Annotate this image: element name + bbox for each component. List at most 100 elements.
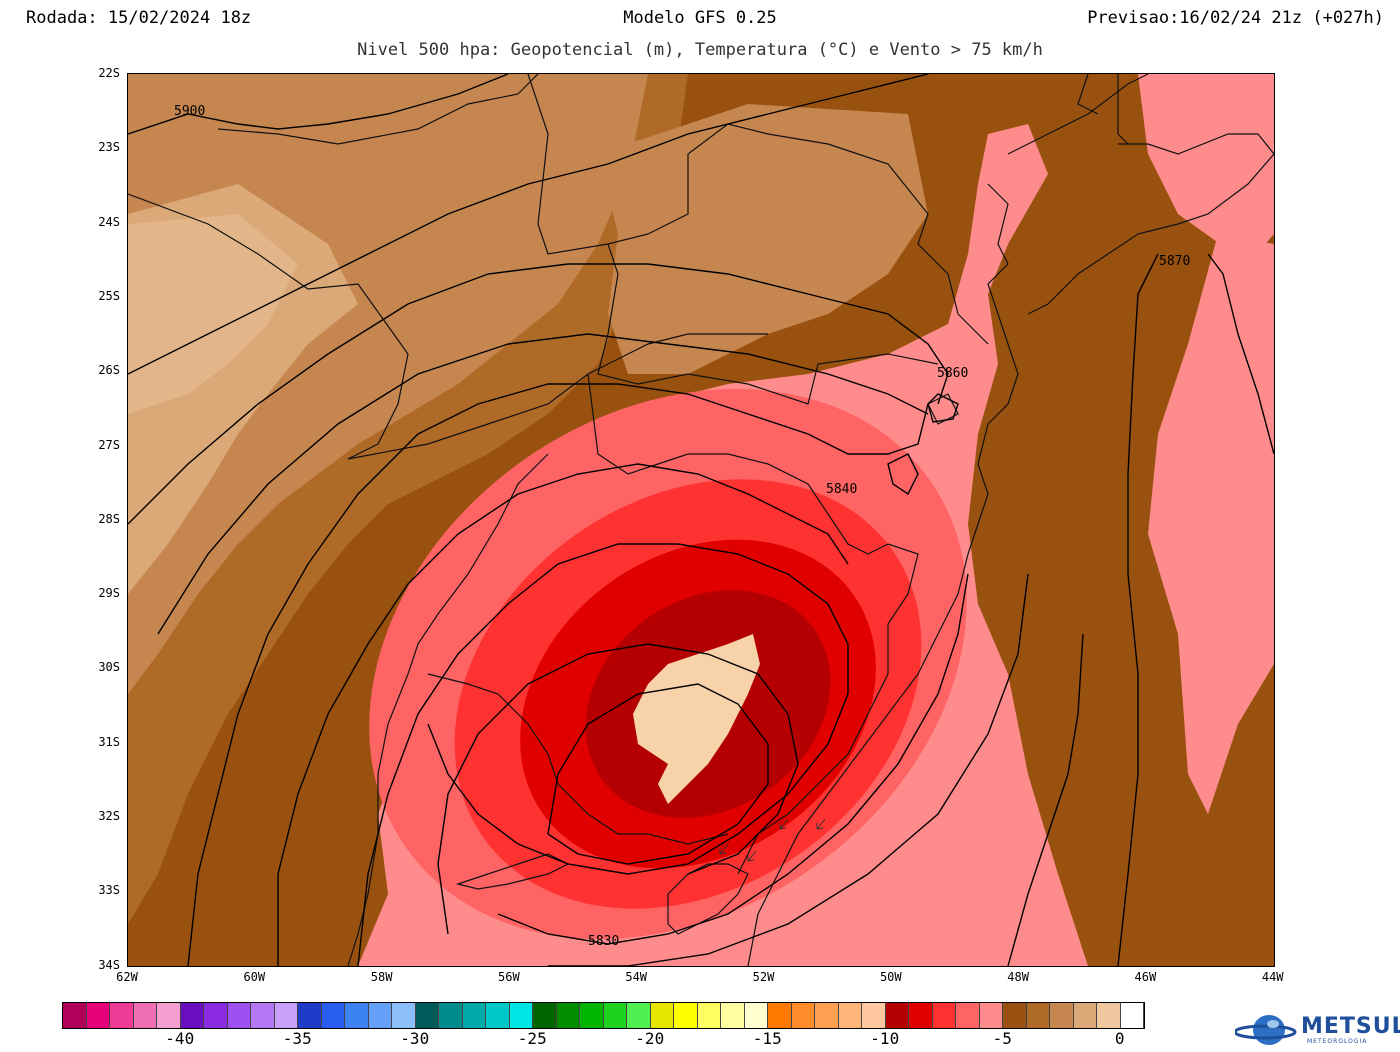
colorbar-swatch xyxy=(368,1003,392,1028)
lon-label: 58W xyxy=(370,970,393,984)
lon-label: 56W xyxy=(498,970,520,984)
colorbar-swatch xyxy=(1003,1003,1027,1028)
lat-label: 31S xyxy=(98,734,120,749)
lat-label: 34S xyxy=(98,957,120,972)
colorbar-swatch xyxy=(251,1003,275,1028)
logo-name: METSUL xyxy=(1301,1014,1400,1039)
colorbar-swatch xyxy=(509,1003,533,1028)
lat-label: 24S xyxy=(98,214,120,229)
lat-label: 25S xyxy=(98,288,120,303)
lon-label: 62W xyxy=(116,970,138,984)
lat-label: 28S xyxy=(98,511,120,526)
colorbar-swatch xyxy=(862,1003,886,1028)
shade-cool-e xyxy=(1148,234,1274,814)
weather-map: 5900 5870 5860 5840 5830 xyxy=(127,73,1275,967)
lon-label: 54W xyxy=(625,970,648,984)
lon-label: 48W xyxy=(1007,970,1029,984)
lat-label: 29S xyxy=(98,586,120,601)
colorbar-swatch xyxy=(274,1003,298,1028)
colorbar-swatch xyxy=(1097,1003,1121,1028)
colorbar-label: -15 xyxy=(752,1029,782,1048)
lat-label: 30S xyxy=(98,660,120,675)
colorbar-swatch xyxy=(63,1003,87,1028)
colorbar-swatch xyxy=(110,1003,134,1028)
lat-label: 22S xyxy=(98,66,120,80)
colorbar-swatch xyxy=(180,1003,204,1028)
run-label: Rodada: 15/02/2024 18z xyxy=(26,8,252,28)
colorbar-swatch xyxy=(227,1003,251,1028)
model-label: Modelo GFS 0.25 xyxy=(623,8,777,28)
shade-warm-4 xyxy=(128,214,298,414)
colorbar-swatch xyxy=(603,1003,627,1028)
wind-arrows xyxy=(719,818,826,862)
colorbar-swatch xyxy=(204,1003,228,1028)
colorbar-swatch xyxy=(345,1003,369,1028)
lat-label: 23S xyxy=(98,140,120,155)
shade-cool-ne xyxy=(1138,74,1274,264)
colorbar-swatch xyxy=(486,1003,510,1028)
colorbar-label: -5 xyxy=(992,1029,1012,1048)
colorbar-swatch xyxy=(580,1003,604,1028)
colorbar-swatch xyxy=(909,1003,933,1028)
colorbar-swatch xyxy=(556,1003,580,1028)
geopotential-contours xyxy=(128,74,1274,966)
lon-label: 50W xyxy=(879,970,902,984)
lat-label: 32S xyxy=(98,809,120,823)
colorbar-swatch xyxy=(392,1003,416,1028)
colorbar-label: -20 xyxy=(635,1029,665,1048)
map-canvas xyxy=(128,74,1274,966)
colorbar-label: -10 xyxy=(870,1029,900,1048)
shade-cold-core xyxy=(633,634,760,804)
colorbar-swatch xyxy=(815,1003,839,1028)
colorbar-swatch xyxy=(321,1003,345,1028)
colorbar-swatch xyxy=(956,1003,980,1028)
colorbar-swatch xyxy=(157,1003,181,1028)
temperature-colorbar xyxy=(62,1002,1145,1029)
colorbar-swatch xyxy=(744,1003,768,1028)
colorbar-label: -30 xyxy=(400,1029,430,1048)
metsul-logo: METSUL METEOROLOGIA xyxy=(1233,1010,1400,1050)
colorbar-swatch xyxy=(415,1003,439,1028)
colorbar-swatch xyxy=(697,1003,721,1028)
shade-warm-5 xyxy=(148,104,388,194)
contour-label-5860: 5860 xyxy=(937,366,969,381)
colorbar-swatch xyxy=(439,1003,463,1028)
colorbar-swatch xyxy=(462,1003,486,1028)
colorbar-swatch xyxy=(791,1003,815,1028)
contour-label-5900: 5900 xyxy=(174,104,206,119)
colorbar-swatch xyxy=(627,1003,651,1028)
colorbar-swatch xyxy=(533,1003,557,1028)
political-boundaries xyxy=(128,74,1274,966)
colorbar-swatch xyxy=(650,1003,674,1028)
colorbar-swatch xyxy=(768,1003,792,1028)
lon-label: 52W xyxy=(752,970,775,984)
colorbar-swatch xyxy=(298,1003,322,1028)
lon-label: 60W xyxy=(243,970,266,984)
colorbar-label: -25 xyxy=(517,1029,547,1048)
colorbar-swatch xyxy=(721,1003,745,1028)
colorbar-label: -40 xyxy=(165,1029,195,1048)
colorbar-swatch xyxy=(1026,1003,1050,1028)
colorbar-swatch xyxy=(133,1003,157,1028)
lon-label: 46W xyxy=(1134,970,1157,984)
colorbar-swatch xyxy=(1120,1003,1144,1028)
map-subtitle: Nivel 500 hpa: Geopotencial (m), Tempera… xyxy=(357,40,1043,60)
contour-label-5870: 5870 xyxy=(1159,254,1191,269)
colorbar-swatch xyxy=(674,1003,698,1028)
contour-label-5840: 5840 xyxy=(826,482,858,497)
contour-label-5830: 5830 xyxy=(588,934,620,949)
lat-label: 26S xyxy=(98,363,120,378)
shade-warm-6 xyxy=(598,104,928,374)
colorbar-swatch xyxy=(1050,1003,1074,1028)
colorbar-swatch xyxy=(932,1003,956,1028)
globe-icon xyxy=(1233,1015,1297,1045)
colorbar-swatch xyxy=(885,1003,909,1028)
colorbar-swatch xyxy=(838,1003,862,1028)
lat-label: 27S xyxy=(98,437,120,452)
colorbar-swatch xyxy=(979,1003,1003,1028)
lon-label: 44W xyxy=(1261,970,1284,984)
colorbar-label: -35 xyxy=(282,1029,312,1048)
colorbar-swatch xyxy=(1073,1003,1097,1028)
logo-tagline: METEOROLOGIA xyxy=(1307,1038,1368,1045)
colorbar-label: 0 xyxy=(1114,1029,1125,1048)
